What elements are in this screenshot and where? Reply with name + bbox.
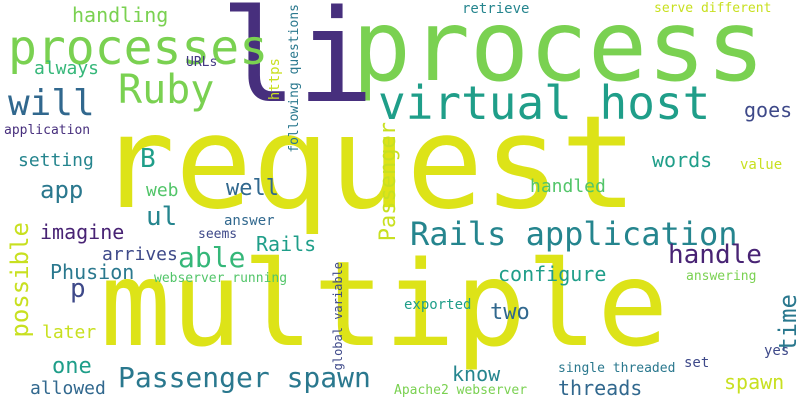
- word-passenger-vertical: Passenger: [376, 122, 401, 242]
- word-request: request: [98, 89, 638, 238]
- word-value: value: [740, 157, 783, 173]
- word-multiple: multiple: [100, 235, 669, 373]
- word-answer: answer: [224, 213, 275, 229]
- word-global-variable: global variable: [331, 262, 345, 371]
- word-ul: ul: [146, 202, 178, 232]
- word-seems: seems: [198, 227, 238, 242]
- word-processes: processes: [8, 20, 269, 76]
- word-imagine: imagine: [40, 220, 125, 244]
- word-words: words: [652, 148, 713, 172]
- word-always: always: [34, 58, 100, 79]
- word-rails: Rails: [256, 232, 317, 256]
- word-yes: yes: [764, 343, 790, 359]
- word-arrives: arrives: [102, 244, 178, 265]
- word-handling: handling: [72, 3, 169, 27]
- word-handle: handle: [668, 240, 762, 270]
- word-phusion: Phusion: [50, 260, 135, 284]
- word-threads: threads: [558, 376, 643, 400]
- word-following-questions: following questions: [287, 4, 302, 153]
- word-retrieve: retrieve: [462, 1, 530, 17]
- word-able: able: [178, 241, 246, 274]
- word-two: two: [490, 300, 530, 325]
- word-process: process: [352, 0, 766, 104]
- word-goes: goes: [744, 98, 793, 122]
- word-know: know: [452, 362, 501, 386]
- word-exported: exported: [404, 297, 472, 313]
- word-handled: handled: [530, 176, 606, 197]
- word-serve-different: serve different: [654, 1, 772, 16]
- word-b: B: [140, 144, 156, 174]
- word-webserver-running: webserver running: [154, 271, 288, 286]
- word-later: later: [42, 322, 97, 343]
- word-urls: URLs: [186, 55, 218, 70]
- word-possible: possible: [6, 222, 34, 338]
- word-p: p: [70, 274, 86, 304]
- word-one: one: [52, 354, 92, 379]
- word-apache2-webserver: Apache2 webserver: [394, 383, 528, 398]
- word-app: app: [40, 176, 84, 204]
- word-rails-application: Rails application: [410, 215, 738, 253]
- word-single-threaded: single threaded: [558, 361, 676, 376]
- word-passenger-spawn: Passenger spawn: [118, 361, 371, 394]
- word-https: https: [267, 58, 283, 101]
- word-web: web: [146, 180, 179, 201]
- word-well: well: [226, 176, 279, 201]
- word-ruby: Ruby: [118, 67, 215, 113]
- word-set: set: [684, 355, 710, 371]
- word-configure: configure: [498, 262, 607, 286]
- word-li: li: [220, 0, 375, 132]
- word-application: application: [4, 123, 91, 138]
- word-will: will: [8, 83, 95, 124]
- word-allowed: allowed: [30, 378, 106, 399]
- word-virtual-host: virtual host: [378, 76, 711, 130]
- word-spawn: spawn: [724, 370, 785, 394]
- word-setting: setting: [18, 150, 94, 171]
- word-answering: answering: [686, 269, 757, 284]
